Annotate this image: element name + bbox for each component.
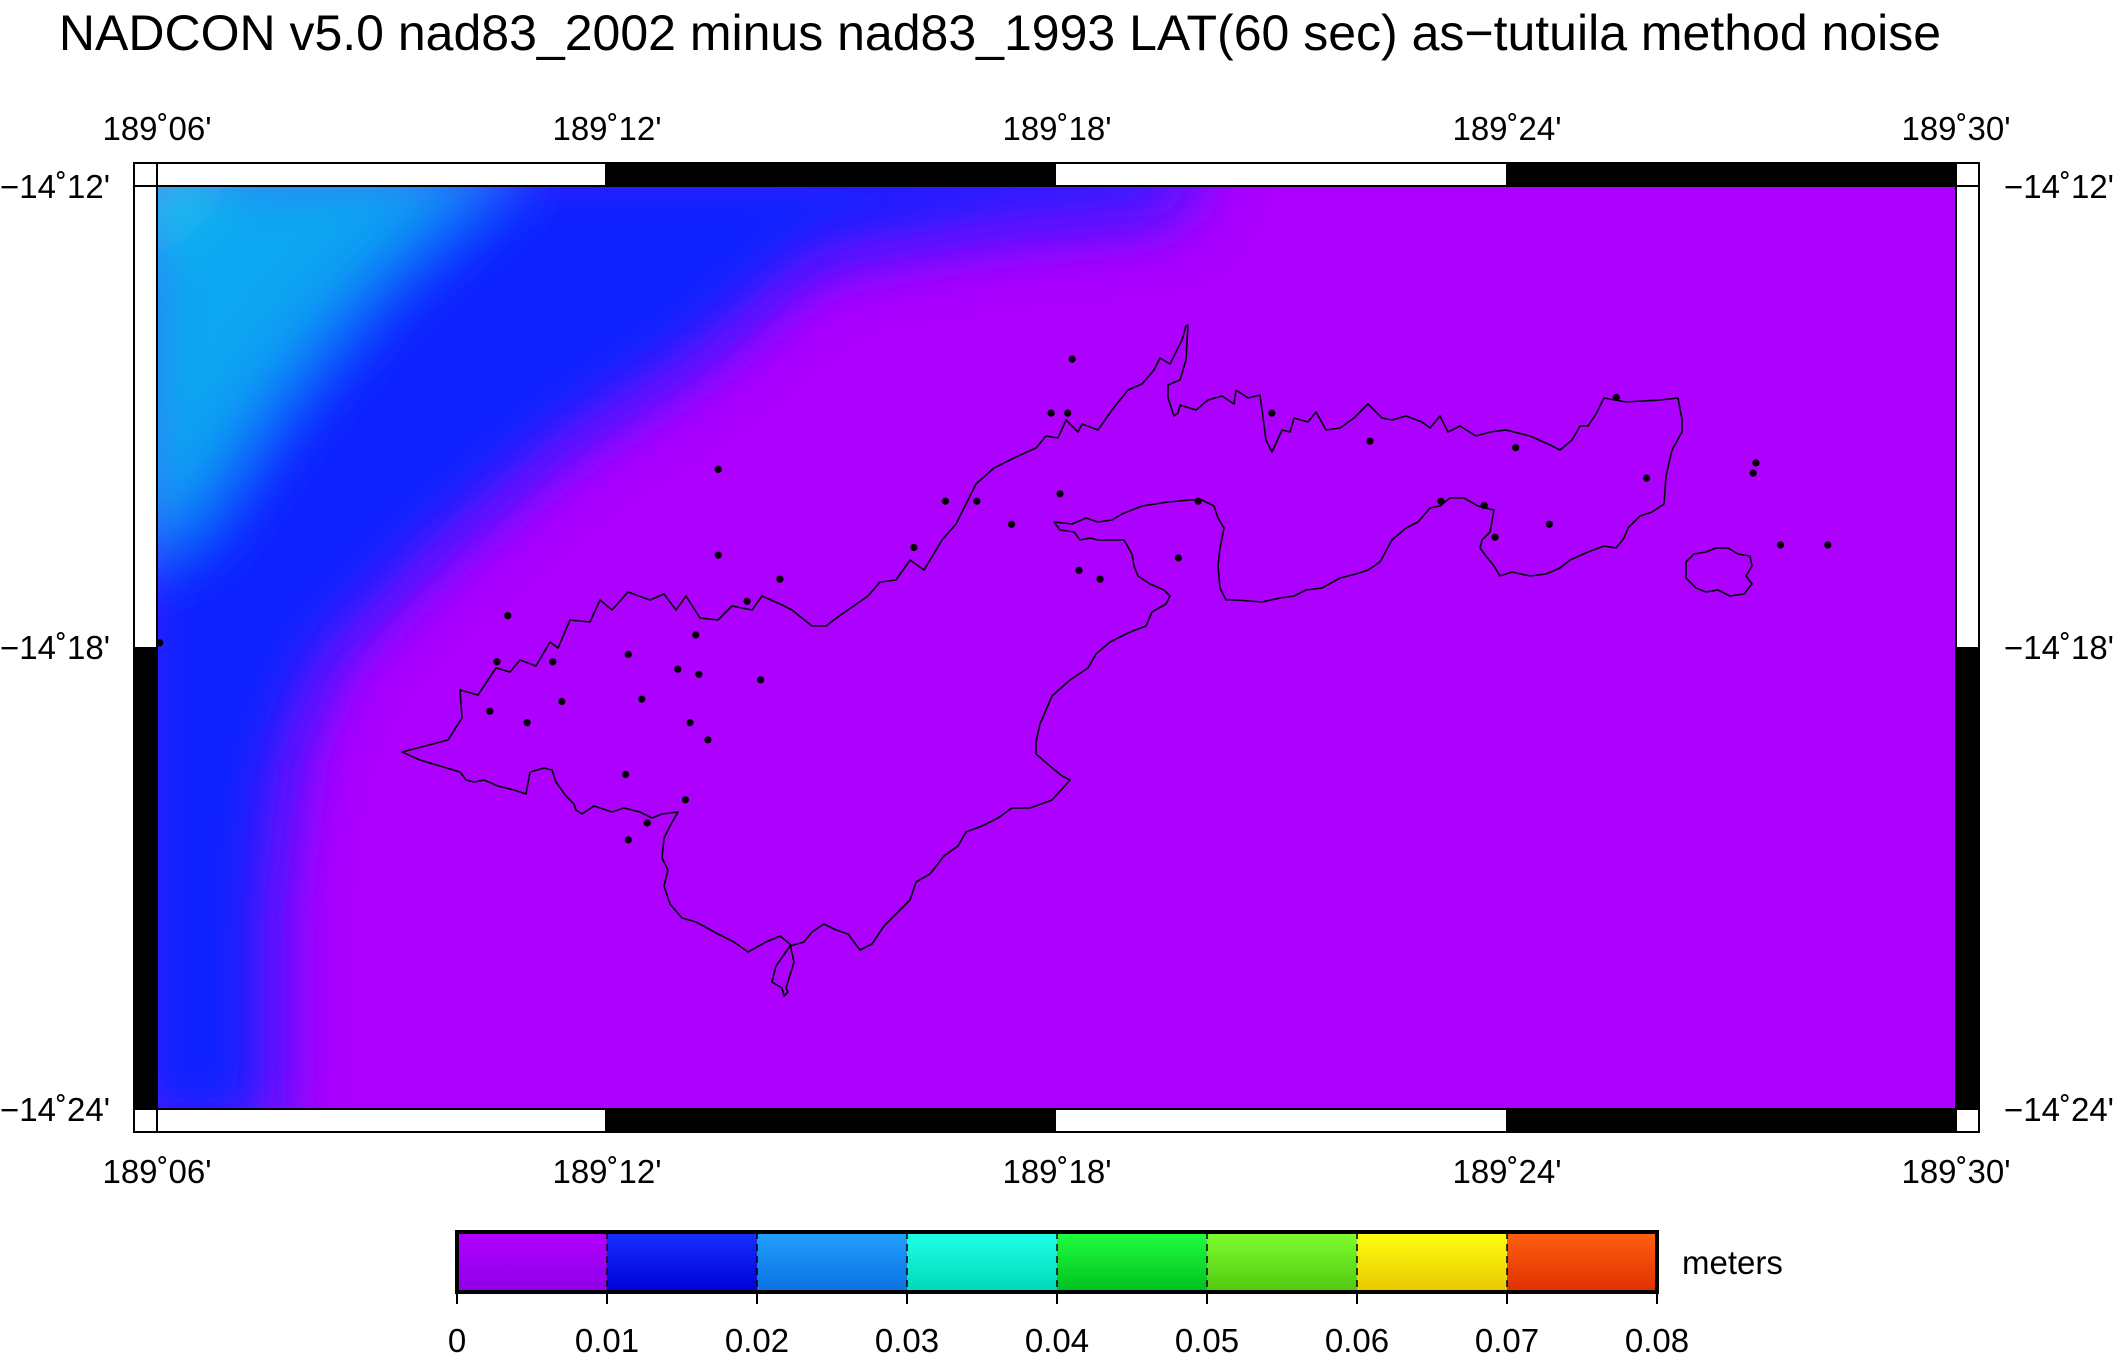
station-point [692, 631, 700, 639]
station-point [1366, 437, 1374, 445]
x-axis-top: 189˚06' 189˚12' 189˚18' 189˚24' 189˚30' [102, 110, 2010, 147]
colorbar-segment [757, 1232, 907, 1292]
station-point [704, 736, 712, 744]
station-point [1068, 355, 1076, 363]
y-tick-label-left: −14˚24' [0, 1091, 110, 1128]
y-tick-label-right: −14˚24' [2004, 1091, 2114, 1128]
x-tick-label-bottom: 189˚12' [552, 1153, 661, 1190]
colorbar-tick-label: 0.02 [725, 1322, 789, 1359]
station-point [1749, 469, 1757, 477]
station-point [549, 658, 557, 666]
station-point [941, 497, 950, 505]
station-point [757, 676, 765, 684]
x-tick-label-bottom: 189˚18' [1002, 1153, 1111, 1190]
colorbar-tick-label: 0.04 [1025, 1322, 1089, 1359]
heatmap-field [157, 186, 1956, 1109]
station-point [695, 670, 703, 678]
station-point [558, 697, 566, 706]
station-point [624, 836, 632, 844]
colorbar: 0 0.01 0.02 0.03 0.04 0.05 0.06 0.07 0.0… [448, 1230, 1783, 1359]
station-point [910, 543, 918, 552]
station-point [686, 719, 694, 727]
y-tick-label-right: −14˚12' [2004, 168, 2114, 205]
station-point [1075, 566, 1083, 575]
colorbar-segment [457, 1232, 607, 1292]
station-point [1194, 497, 1202, 505]
station-point [622, 770, 630, 779]
colorbar-tick-label: 0.01 [575, 1322, 639, 1359]
station-point [1824, 541, 1832, 549]
station-point [1056, 490, 1064, 498]
x-tick-label-bottom: 189˚06' [102, 1153, 211, 1190]
tutuila-island-outline [401, 324, 1683, 997]
colorbar-segment [607, 1232, 757, 1292]
frame-ticks [134, 163, 1979, 1132]
station-point [714, 465, 722, 473]
x-tick-label-bottom: 189˚30' [1901, 1153, 2010, 1190]
station-point [1777, 541, 1785, 549]
station-point [1047, 409, 1055, 417]
x-tick-label-top: 189˚18' [1002, 110, 1111, 147]
station-point [493, 658, 501, 666]
colorbar-ticks [456, 1292, 1658, 1304]
station-point [1612, 393, 1620, 401]
colorbar-tick-label: 0.07 [1475, 1322, 1539, 1359]
colorbar-segment [907, 1232, 1057, 1292]
plot-border [156, 185, 1957, 1110]
y-tick-label-left: −14˚18' [0, 629, 110, 666]
colorbar-tick-label: 0.05 [1175, 1322, 1239, 1359]
y-tick-label-left: −14˚12' [0, 168, 110, 205]
colorbar-segment [1357, 1232, 1507, 1292]
station-point [1512, 444, 1520, 452]
colorbar-tick-label: 0.03 [875, 1322, 939, 1359]
station-point [1752, 459, 1760, 467]
y-axis-right: −14˚12' −14˚18' −14˚24' [2004, 168, 2114, 1128]
station-point [1007, 520, 1016, 528]
aunuu-island-outline [1685, 547, 1753, 597]
y-axis-left: −14˚12' −14˚18' −14˚24' [0, 168, 110, 1128]
station-point [1545, 520, 1553, 528]
station-point [156, 639, 164, 647]
station-point [1064, 409, 1072, 417]
station-point [638, 695, 646, 703]
station-point [1491, 533, 1499, 541]
station-markers [156, 355, 1832, 844]
x-tick-label-top: 189˚12' [552, 110, 661, 147]
station-point [643, 819, 651, 827]
colorbar-segment [1207, 1232, 1357, 1292]
colorbar-segment [1057, 1232, 1207, 1292]
colorbar-dividers [606, 1232, 1508, 1292]
x-axis-bottom: 189˚06' 189˚12' 189˚18' 189˚24' 189˚30' [102, 1153, 2010, 1190]
coastline [401, 324, 1753, 997]
x-tick-label-top: 189˚30' [1901, 110, 2010, 147]
station-point [1096, 575, 1104, 583]
x-tick-label-bottom: 189˚24' [1452, 1153, 1561, 1190]
station-point [1437, 497, 1445, 505]
station-point [486, 707, 494, 715]
station-point [504, 612, 512, 620]
station-point [776, 575, 784, 583]
station-point [743, 597, 751, 605]
colorbar-unit-label: meters [1682, 1244, 1783, 1281]
x-tick-label-top: 189˚06' [102, 110, 211, 147]
station-point [714, 551, 722, 559]
map-title: NADCON v5.0 nad83_2002 minus nad83_1993 … [58, 5, 1942, 61]
colorbar-tick-label: 0.08 [1625, 1322, 1689, 1359]
station-point [1268, 409, 1276, 417]
station-point [681, 796, 690, 804]
y-tick-label-right: −14˚18' [2004, 629, 2114, 666]
colorbar-segment [1507, 1232, 1657, 1292]
station-point [1643, 474, 1651, 482]
station-point [624, 650, 632, 659]
station-point [674, 665, 682, 673]
colorbar-tick-label: 0 [448, 1322, 466, 1359]
colorbar-tick-label: 0.06 [1325, 1322, 1389, 1359]
station-point [1480, 501, 1488, 509]
frame-scale-bars [134, 163, 1979, 1132]
x-tick-label-top: 189˚24' [1452, 110, 1561, 147]
station-point [1174, 554, 1182, 562]
station-point [523, 719, 531, 727]
station-point [973, 497, 981, 505]
